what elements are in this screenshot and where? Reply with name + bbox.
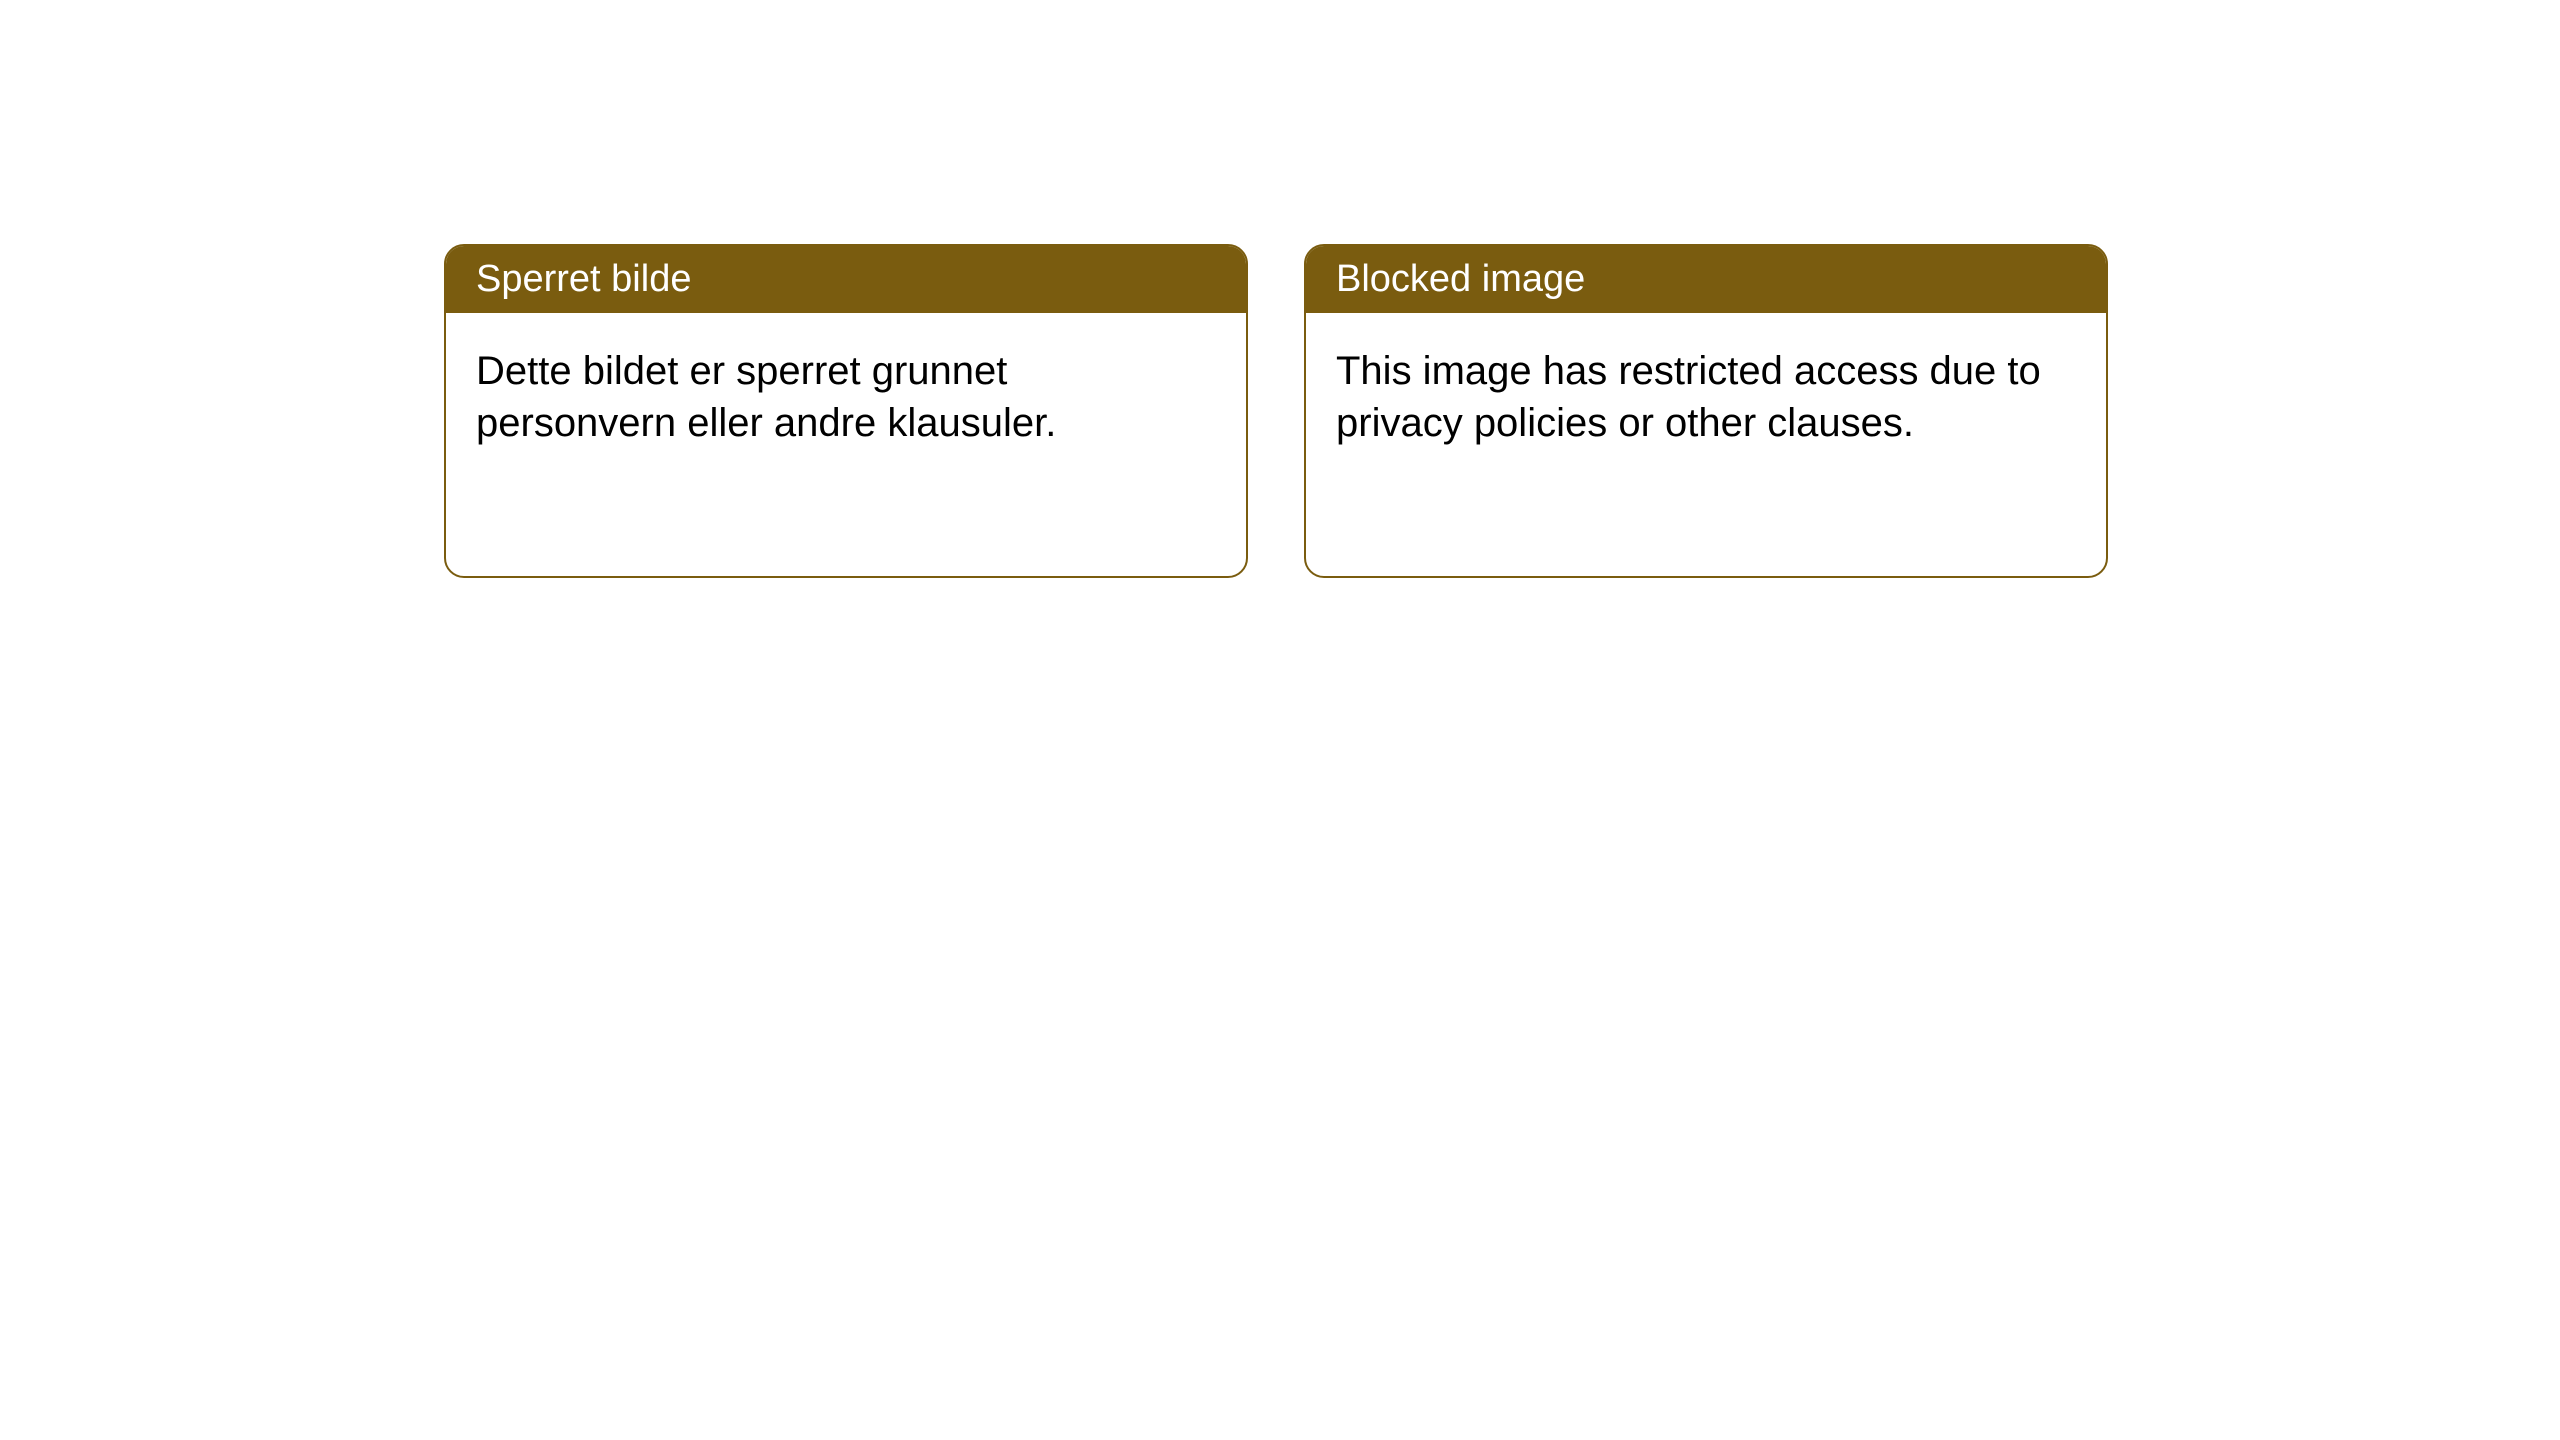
notice-body-norwegian: Dette bildet er sperret grunnet personve… — [446, 313, 1246, 481]
notice-title-english: Blocked image — [1306, 246, 2106, 313]
notice-container: Sperret bilde Dette bildet er sperret gr… — [0, 0, 2560, 578]
notice-body-english: This image has restricted access due to … — [1306, 313, 2106, 481]
notice-card-norwegian: Sperret bilde Dette bildet er sperret gr… — [444, 244, 1248, 578]
notice-card-english: Blocked image This image has restricted … — [1304, 244, 2108, 578]
notice-title-norwegian: Sperret bilde — [446, 246, 1246, 313]
